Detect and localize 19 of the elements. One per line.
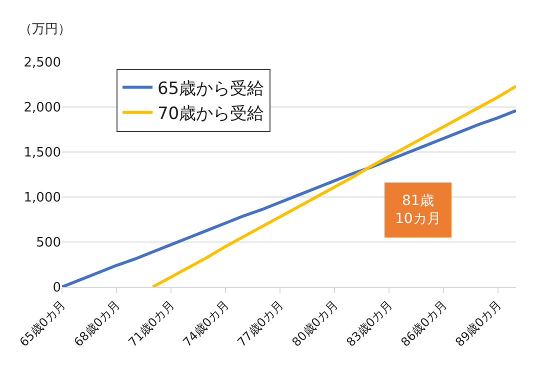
y-tick-label: 2,000 [24,100,61,116]
y-tick-label: 1,000 [24,190,61,206]
y-tick-label: 1,500 [24,146,61,161]
y-axis-title: （万円） [19,22,71,37]
y-tick-label: 2,500 [24,56,61,71]
annotation: 81歳 10カ月 [395,193,441,228]
legend-label: 65歳から受給 [157,78,264,99]
x-tick-label: 83歳0カ月 [344,298,396,350]
x-tick-label: 89歳0カ月 [452,298,504,350]
legend-label: 70歳から受給 [157,104,264,124]
x-tick-label: 65歳0カ月 [16,298,68,350]
x-tick-label: 71歳0カ月 [126,298,178,350]
x-tick-label: 77歳0カ月 [234,298,286,350]
x-tick-label: 80歳0カ月 [289,298,341,350]
x-tick-label: 68歳0カ月 [71,298,123,350]
y-tick-label: 0 [52,280,61,296]
y-tick-label: 500 [36,236,61,251]
x-tick-label: 86歳0カ月 [398,298,450,350]
x-tick-label: 74歳0カ月 [180,298,232,350]
